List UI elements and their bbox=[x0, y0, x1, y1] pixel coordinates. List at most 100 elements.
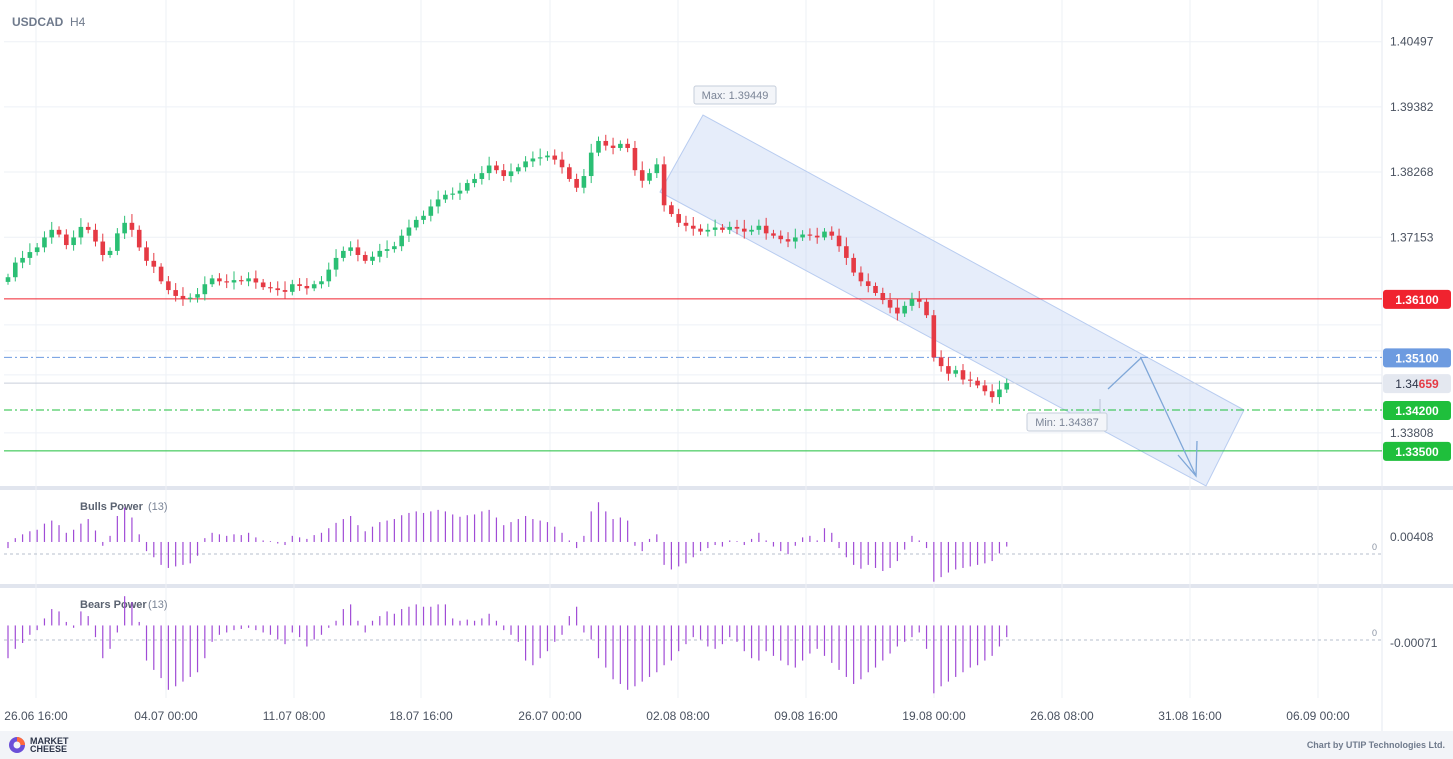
candle-body bbox=[290, 284, 295, 292]
x-tick-label: 09.08 16:00 bbox=[774, 709, 838, 723]
x-tick-label: 26.07 00:00 bbox=[518, 709, 582, 723]
candle-body bbox=[479, 173, 485, 179]
candle-body bbox=[362, 254, 368, 261]
candle-body bbox=[304, 285, 310, 289]
candle-body bbox=[741, 228, 747, 232]
candle-body bbox=[559, 159, 565, 168]
candle-body bbox=[486, 165, 492, 174]
candle-body bbox=[173, 290, 178, 296]
candle-body bbox=[851, 257, 856, 273]
candle-body bbox=[989, 391, 995, 398]
candle-body bbox=[610, 145, 616, 148]
price-chart[interactable]: 1.36100 1.35100 1.34200 1.33500 1.34659 Max:… bbox=[0, 0, 1453, 731]
brand-line-1: MARKET bbox=[30, 736, 69, 746]
x-tick-label: 02.08 08:00 bbox=[646, 709, 710, 723]
candle-body bbox=[647, 173, 652, 181]
candle-body bbox=[807, 234, 813, 236]
candle-body bbox=[661, 164, 667, 206]
candle-body bbox=[902, 305, 907, 314]
candle-body bbox=[443, 194, 448, 200]
candle-body bbox=[450, 193, 455, 195]
candle-body bbox=[960, 370, 966, 380]
candle-body bbox=[574, 178, 579, 188]
candle-body bbox=[865, 281, 871, 286]
zero-label: 0 bbox=[1372, 628, 1377, 638]
candle-body bbox=[829, 231, 835, 236]
candle-body bbox=[982, 385, 988, 392]
candle-body bbox=[20, 257, 25, 263]
cheese-logo-icon bbox=[9, 737, 25, 753]
candle-body bbox=[428, 206, 434, 216]
candle-body bbox=[603, 140, 609, 146]
candle-body bbox=[238, 280, 244, 282]
candle-body bbox=[690, 225, 696, 229]
candle-body bbox=[311, 284, 317, 289]
x-tick-label: 06.09 00:00 bbox=[1286, 709, 1350, 723]
indicator-title: Bulls Power bbox=[80, 501, 144, 513]
candle-body bbox=[778, 235, 784, 240]
brand-line-2: CHEESE bbox=[30, 744, 68, 754]
x-tick-label: 04.07 00:00 bbox=[134, 709, 198, 723]
candle-body bbox=[552, 155, 558, 160]
candle-body bbox=[712, 227, 718, 230]
current-price-tag bbox=[1383, 374, 1451, 394]
y-tick-label: 1.40497 bbox=[1390, 35, 1434, 49]
candle-body bbox=[763, 225, 769, 234]
candle-body bbox=[231, 280, 237, 283]
y-tick-label: 1.37153 bbox=[1390, 230, 1434, 244]
indicator-period: (13) bbox=[148, 501, 168, 513]
candle-body bbox=[187, 297, 193, 299]
candle-body bbox=[727, 226, 733, 230]
candle-body bbox=[844, 246, 849, 258]
candle-body bbox=[537, 157, 543, 159]
level-tag bbox=[1383, 348, 1451, 368]
candle-body bbox=[800, 234, 805, 238]
candle-body bbox=[457, 190, 463, 194]
candle-body bbox=[858, 272, 864, 282]
y-tick-label: 1.38268 bbox=[1390, 165, 1434, 179]
candle-body bbox=[253, 278, 259, 283]
candle-body bbox=[953, 370, 958, 374]
candle-body bbox=[720, 227, 725, 230]
indicator-tick-label: 0.00408 bbox=[1390, 530, 1434, 544]
x-tick-label: 31.08 16:00 bbox=[1158, 709, 1222, 723]
candle-body bbox=[887, 300, 893, 308]
min-label: Min: 1.34387 bbox=[1035, 417, 1099, 429]
x-tick-label: 11.07 08:00 bbox=[263, 709, 326, 723]
candle-body bbox=[392, 246, 397, 250]
candle-body bbox=[946, 366, 951, 374]
y-tick-label: 1.33808 bbox=[1390, 426, 1434, 440]
candle-body bbox=[472, 178, 477, 184]
candle-body bbox=[246, 278, 251, 282]
candle-body bbox=[151, 260, 157, 267]
panel-separator bbox=[0, 486, 1453, 490]
zero-label: 0 bbox=[1372, 542, 1377, 552]
forecast-arrowhead bbox=[1177, 440, 1198, 478]
candle-body bbox=[341, 250, 346, 258]
candle-body bbox=[669, 205, 674, 215]
candle-body bbox=[93, 229, 98, 242]
brand-logo: MARKET CHEESE bbox=[8, 736, 69, 754]
candle-body bbox=[683, 222, 689, 226]
candle-body bbox=[967, 379, 973, 381]
indicator-title: Bears Power bbox=[80, 599, 147, 611]
panel-separator bbox=[0, 584, 1453, 588]
forecast-path bbox=[1107, 356, 1197, 477]
candle-body bbox=[49, 229, 55, 238]
candle-body bbox=[654, 164, 660, 174]
candle-body bbox=[494, 165, 499, 171]
candle-body bbox=[64, 234, 69, 246]
candle-body bbox=[421, 215, 426, 220]
candle-body bbox=[916, 298, 922, 302]
max-label: Max: 1.39449 bbox=[702, 90, 769, 102]
candle-body bbox=[588, 152, 594, 177]
candle-body bbox=[260, 282, 266, 288]
candle-body bbox=[268, 287, 273, 289]
candle-body bbox=[406, 227, 412, 236]
candle-body bbox=[464, 183, 470, 191]
candle-body bbox=[734, 226, 740, 229]
candle-body bbox=[523, 161, 528, 168]
current-price-main: 1.34 bbox=[1395, 377, 1419, 391]
candle-body bbox=[639, 170, 645, 181]
